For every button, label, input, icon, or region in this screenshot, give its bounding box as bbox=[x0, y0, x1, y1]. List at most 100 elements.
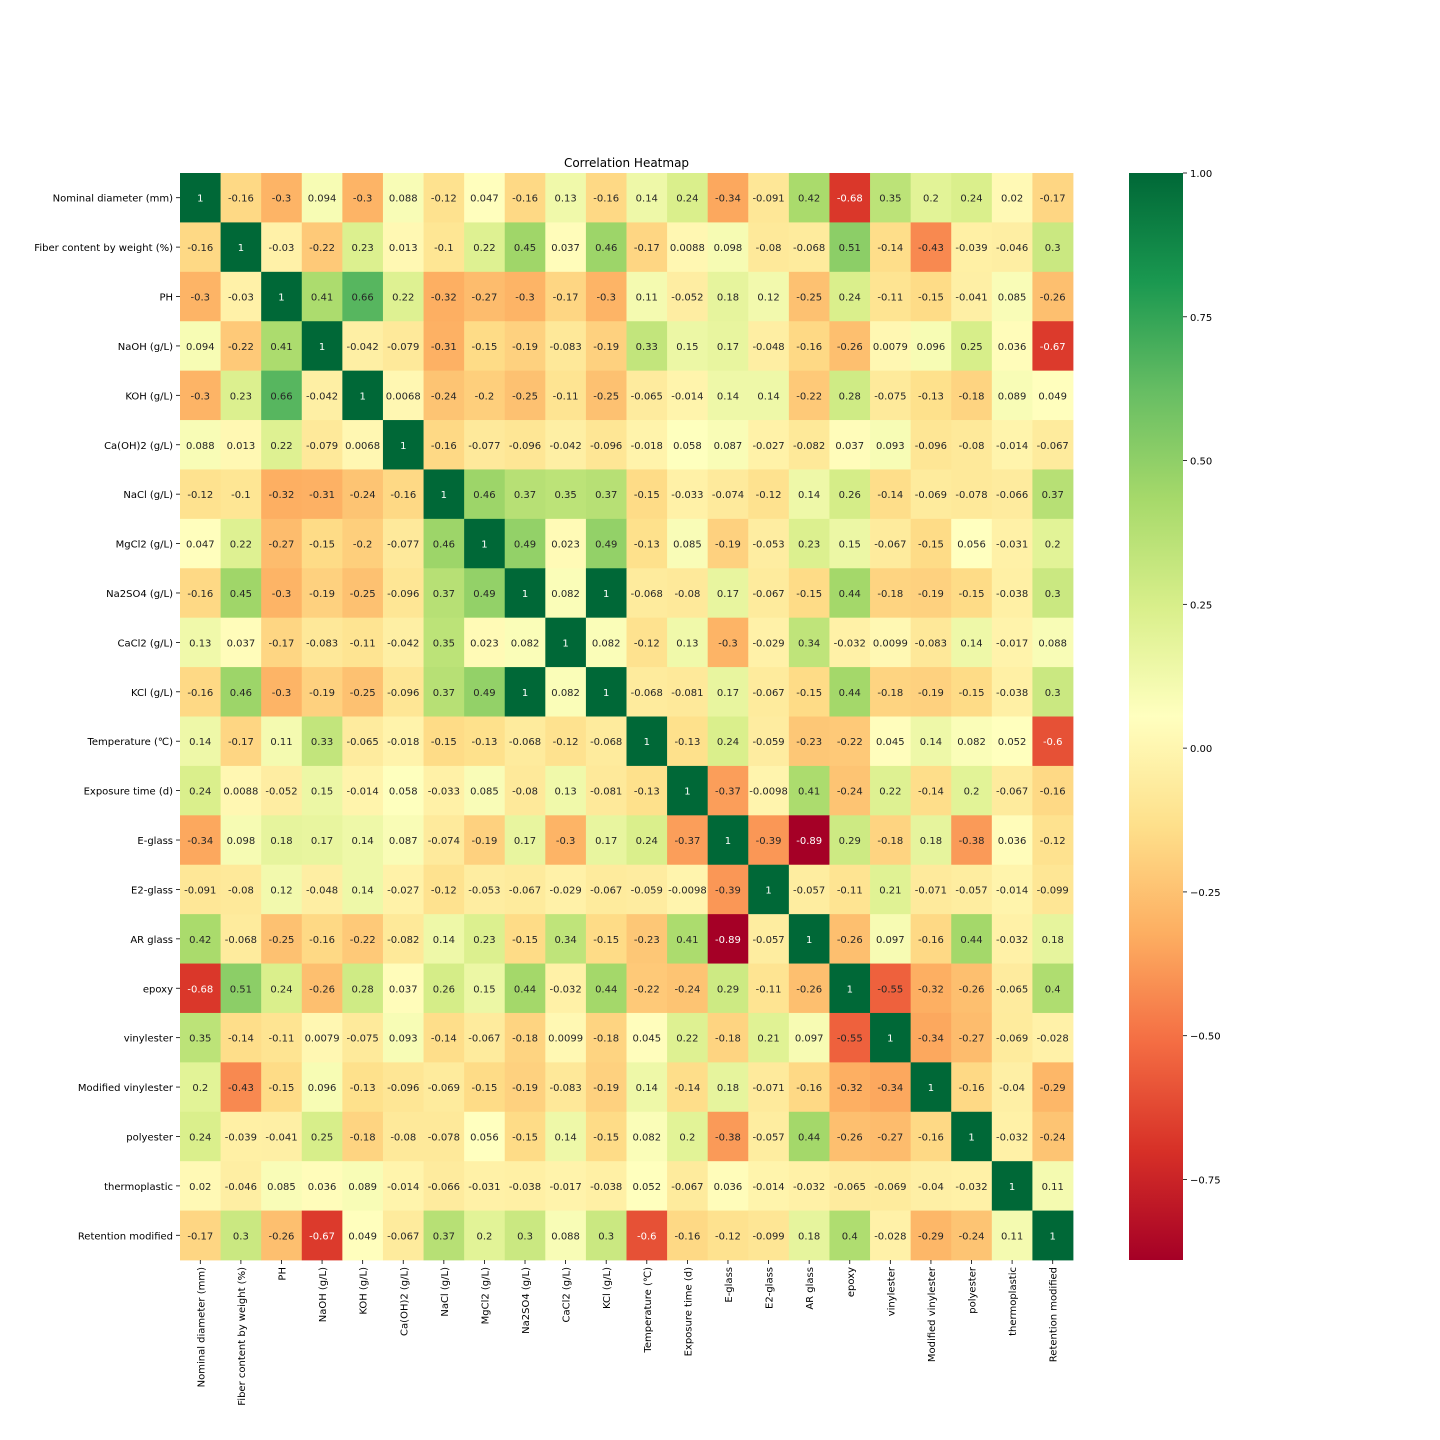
cell-value-label: 0.082 bbox=[551, 589, 580, 600]
heatmap-cell bbox=[626, 914, 668, 964]
heatmap-cell bbox=[382, 518, 424, 569]
cell-value-label: -0.34 bbox=[715, 194, 741, 205]
heatmap-cell bbox=[1032, 963, 1074, 1014]
cell-value-label: -0.071 bbox=[752, 1083, 784, 1094]
heatmap-cell bbox=[342, 271, 384, 322]
heatmap-cell bbox=[951, 963, 993, 1014]
heatmap-cell bbox=[991, 568, 1033, 619]
heatmap-cell bbox=[423, 222, 465, 273]
heatmap-cell bbox=[180, 173, 221, 223]
heatmap-cell bbox=[1032, 321, 1074, 372]
cell-value-label: -0.39 bbox=[756, 836, 782, 847]
heatmap-cell bbox=[180, 370, 221, 421]
heatmap-cell bbox=[870, 271, 912, 322]
heatmap-cell bbox=[991, 469, 1033, 520]
heatmap-cell bbox=[788, 1062, 830, 1113]
heatmap-cell bbox=[951, 914, 993, 964]
cell-value-label: -0.15 bbox=[918, 540, 944, 551]
heatmap-cell bbox=[464, 765, 506, 816]
heatmap-cell bbox=[707, 815, 749, 866]
heatmap-cell bbox=[626, 864, 668, 915]
cell-value-label: 1 bbox=[928, 1083, 934, 1094]
heatmap-cell bbox=[870, 716, 912, 767]
heatmap-cell bbox=[829, 518, 871, 569]
heatmap-cell bbox=[991, 173, 1033, 223]
heatmap-cell bbox=[545, 914, 587, 964]
heatmap-cell bbox=[910, 815, 952, 866]
cell-value-label: -0.24 bbox=[959, 1231, 985, 1242]
cell-value-label: -0.19 bbox=[471, 836, 497, 847]
x-tick-label: Nominal diameter (mm) bbox=[196, 1267, 207, 1387]
heatmap-cell bbox=[220, 420, 262, 470]
cell-value-label: -0.25 bbox=[350, 589, 376, 600]
cell-value-label: -0.071 bbox=[915, 885, 947, 896]
cell-value-label: 0.02 bbox=[1001, 194, 1023, 205]
heatmap-cell bbox=[585, 963, 627, 1014]
cell-value-label: -0.26 bbox=[1040, 293, 1066, 304]
heatmap-cell bbox=[707, 222, 749, 273]
heatmap-cell bbox=[423, 271, 465, 322]
cell-value-label: -0.08 bbox=[512, 787, 538, 798]
heatmap-cell bbox=[220, 864, 262, 915]
heatmap-cell bbox=[707, 1161, 749, 1211]
cell-value-label: -0.11 bbox=[837, 885, 863, 896]
heatmap-cell bbox=[180, 469, 221, 520]
heatmap-cell bbox=[301, 370, 343, 421]
cell-value-label: -0.38 bbox=[959, 836, 985, 847]
heatmap-cell bbox=[829, 716, 871, 767]
cell-value-label: 0.11 bbox=[636, 293, 658, 304]
cell-value-label: 0.22 bbox=[473, 243, 495, 254]
heatmap-cell bbox=[1032, 1012, 1074, 1063]
cell-value-label: -0.14 bbox=[228, 1034, 254, 1045]
cell-value-label: -0.39 bbox=[715, 885, 741, 896]
heatmap-cell bbox=[829, 271, 871, 322]
cell-value-label: -0.12 bbox=[634, 638, 660, 649]
heatmap-cell bbox=[545, 1161, 587, 1211]
cell-value-label: -0.038 bbox=[996, 688, 1028, 699]
cell-value-label: -0.19 bbox=[918, 589, 944, 600]
cell-value-label: -0.099 bbox=[752, 1231, 784, 1242]
y-tick-label: epoxy bbox=[143, 984, 173, 995]
cell-value-label: 0.3 bbox=[1045, 688, 1061, 699]
heatmap-cell bbox=[423, 765, 465, 816]
cell-value-label: -0.12 bbox=[187, 490, 213, 501]
heatmap-cell bbox=[667, 1210, 709, 1261]
heatmap-cell bbox=[545, 469, 587, 520]
heatmap-cell bbox=[951, 173, 993, 223]
heatmap-cell bbox=[301, 963, 343, 1014]
cell-value-label: -0.053 bbox=[468, 885, 500, 896]
cell-value-label: -0.15 bbox=[593, 1132, 619, 1143]
x-tick-label: AR glass bbox=[805, 1267, 816, 1310]
cell-value-label: -0.24 bbox=[1040, 1132, 1066, 1143]
cell-value-label: 0.17 bbox=[311, 836, 333, 847]
cell-value-label: 0.26 bbox=[433, 984, 455, 995]
heatmap-cell bbox=[991, 864, 1033, 915]
cell-value-label: -0.3 bbox=[353, 194, 373, 205]
cell-value-label: -0.18 bbox=[715, 1034, 741, 1045]
heatmap-cell bbox=[504, 469, 546, 520]
cell-value-label: 0.42 bbox=[798, 194, 820, 205]
heatmap-cell bbox=[951, 617, 993, 668]
cell-value-label: 0.2 bbox=[964, 787, 980, 798]
heatmap-cell bbox=[667, 173, 709, 223]
heatmap-cell bbox=[423, 1161, 465, 1211]
heatmap-cell bbox=[829, 568, 871, 619]
cell-value-label: 1 bbox=[603, 688, 609, 699]
cell-value-label: -0.038 bbox=[509, 1182, 541, 1193]
cell-value-label: -0.059 bbox=[752, 737, 784, 748]
cell-value-label: 0.3 bbox=[233, 1231, 249, 1242]
cell-value-label: -0.32 bbox=[431, 293, 457, 304]
heatmap-cell bbox=[180, 420, 221, 470]
cell-value-label: -0.03 bbox=[228, 293, 254, 304]
cell-value-label: -0.096 bbox=[387, 688, 419, 699]
cell-value-label: 0.49 bbox=[514, 540, 536, 551]
heatmap-cell bbox=[545, 1012, 587, 1063]
cell-value-label: -0.031 bbox=[996, 540, 1028, 551]
heatmap-cell bbox=[545, 1062, 587, 1113]
heatmap-cell bbox=[951, 815, 993, 866]
cell-value-label: -0.15 bbox=[512, 1132, 538, 1143]
cell-value-label: -0.15 bbox=[796, 688, 822, 699]
cell-value-label: -0.15 bbox=[593, 935, 619, 946]
cell-value-label: 0.18 bbox=[1042, 935, 1064, 946]
heatmap-cell bbox=[870, 1012, 912, 1063]
